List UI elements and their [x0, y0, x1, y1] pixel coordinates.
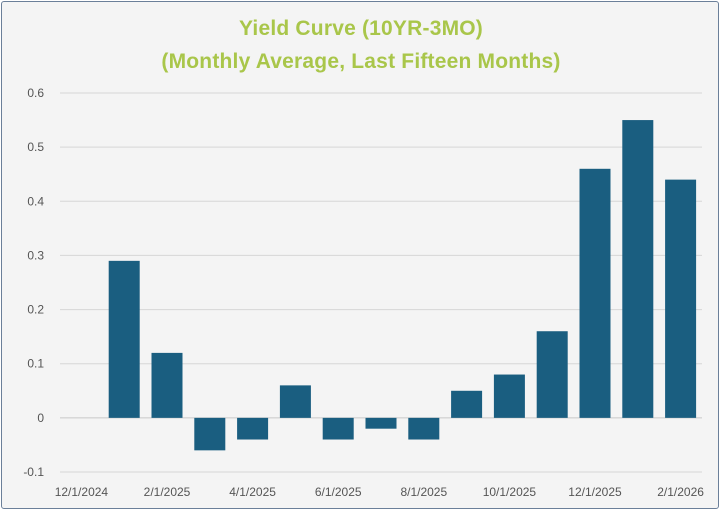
bar — [279, 385, 311, 418]
bar — [237, 417, 269, 440]
x-tick-label: 4/1/2025 — [229, 485, 276, 499]
x-tick-label: 12/1/2024 — [55, 485, 109, 499]
bar — [408, 417, 440, 440]
bar — [365, 417, 397, 429]
bar — [151, 352, 183, 418]
y-tick-label: 0 — [37, 411, 44, 425]
bar — [622, 120, 654, 418]
y-tick-label: 0.4 — [27, 194, 44, 208]
x-tick-label: 2/1/2026 — [657, 485, 704, 499]
bar — [493, 374, 525, 418]
y-tick-label: 0.3 — [27, 248, 44, 262]
bar — [579, 168, 611, 418]
y-tick-label: 0.5 — [27, 140, 44, 154]
chart-subtitle: (Monthly Average, Last Fifteen Months) — [161, 50, 561, 73]
bar — [322, 417, 354, 440]
x-tick-label: 6/1/2025 — [315, 485, 362, 499]
y-tick-label: 0.1 — [27, 357, 44, 371]
y-tick-label: 0.2 — [27, 303, 44, 317]
x-tick-label: 10/1/2025 — [483, 485, 537, 499]
bar — [536, 331, 568, 418]
x-tick-label: 8/1/2025 — [400, 485, 447, 499]
bar — [108, 260, 140, 418]
x-tick-label: 2/1/2025 — [144, 485, 191, 499]
bar — [665, 179, 697, 418]
y-tick-label: 0.6 — [27, 86, 44, 100]
bar — [194, 417, 226, 451]
x-tick-label: 12/1/2025 — [568, 485, 622, 499]
bar — [451, 390, 483, 418]
y-tick-label: -0.1 — [23, 465, 44, 479]
chart-title: Yield Curve (10YR-3MO) — [238, 17, 483, 40]
